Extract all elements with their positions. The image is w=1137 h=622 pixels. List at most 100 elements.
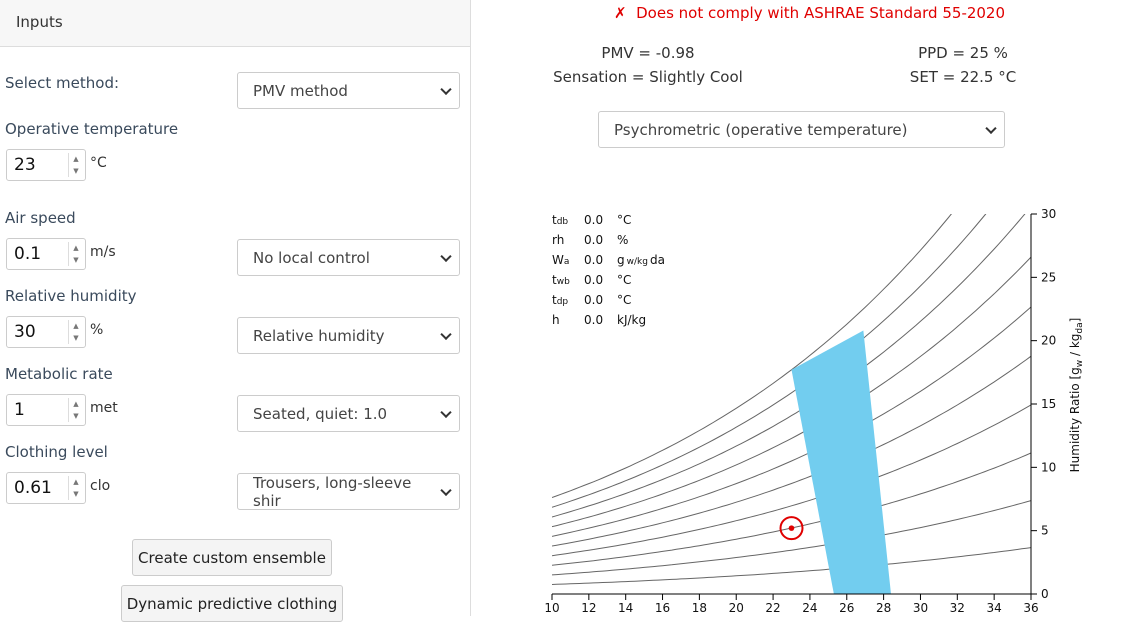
x-tick-label: 10 [544, 601, 559, 615]
hover-unit: °C [617, 213, 631, 227]
hover-label: h [552, 313, 560, 327]
select-value: Relative humidity [253, 326, 385, 345]
x-tick-label: 16 [655, 601, 670, 615]
y-tick-label: 10 [1041, 460, 1056, 474]
x-tick-label: 36 [1023, 601, 1038, 615]
input-value: 0.1 [14, 244, 42, 264]
x-tick-label: 26 [839, 601, 854, 615]
number-input[interactable]: 0.61 ▲ ▼ [6, 472, 86, 504]
hover-value: 0.0 [584, 213, 603, 227]
chart-select[interactable]: Psychrometric (operative temperature) [598, 111, 1005, 148]
y-label-part: / kg [1068, 334, 1082, 360]
panel-header [0, 0, 470, 47]
unit: met [90, 400, 118, 416]
y-axis-label: Humidity Ratio [gw / kgda] [1068, 318, 1085, 473]
rh-curve [552, 547, 1031, 585]
sensation: Sensation = Slightly Cool [553, 68, 743, 86]
input-value: 1 [14, 400, 25, 420]
spinner[interactable]: ▲ ▼ [68, 153, 83, 177]
panel-border [470, 0, 471, 616]
x-tick-label: 34 [987, 601, 1002, 615]
y-tick-label: 25 [1041, 270, 1056, 284]
status-icon: ✗ [614, 4, 627, 22]
y-tick-label: 0 [1041, 587, 1049, 601]
hover-sub: wb [557, 277, 570, 287]
unit: % [90, 322, 104, 338]
y-label-part: da [1075, 322, 1085, 333]
field-label: Clothing level [5, 443, 108, 461]
x-tick-label: 32 [950, 601, 965, 615]
status-text: Does not comply with ASHRAE Standard 55-… [636, 4, 1006, 22]
y-tick-label: 15 [1041, 397, 1056, 411]
hover-label: tdb [552, 213, 568, 227]
select[interactable]: No local control [237, 239, 460, 276]
ppd: PPD = 25 % [918, 44, 1008, 62]
hover-unit: % [617, 233, 628, 247]
number-input[interactable]: 1 ▲ ▼ [6, 394, 86, 426]
number-input[interactable]: 0.1 ▲ ▼ [6, 238, 86, 270]
select-value: PMV method [253, 81, 348, 100]
x-tick-label: 24 [802, 601, 817, 615]
rh-curve [552, 256, 1031, 528]
y-label-part: w [1075, 360, 1085, 367]
button[interactable]: Create custom ensemble [132, 539, 332, 576]
spinner[interactable]: ▲ ▼ [68, 242, 83, 266]
select[interactable]: Relative humidity [237, 317, 460, 354]
hover-label: tdp [552, 293, 568, 307]
comfort-zone [791, 330, 891, 594]
hover-value: 0.0 [584, 253, 603, 267]
hover-sub: dp [557, 297, 569, 307]
input-value: 30 [14, 322, 36, 342]
hover-unit-part: da [650, 253, 665, 267]
hover-unit: g w/kg da [617, 253, 665, 267]
select-value: No local control [253, 248, 370, 267]
number-input[interactable]: 23 ▲ ▼ [6, 149, 86, 181]
x-tick-label: 18 [692, 601, 707, 615]
spinner[interactable]: ▲ ▼ [68, 320, 83, 344]
x-tick-label: 22 [765, 601, 780, 615]
spinner[interactable]: ▲ ▼ [68, 398, 83, 422]
unit: °C [90, 155, 107, 171]
field-label: Air speed [5, 209, 76, 227]
rh-curve [552, 306, 1031, 537]
hover-value: 0.0 [584, 233, 603, 247]
hover-value: 0.0 [584, 273, 603, 287]
hover-unit: °C [617, 273, 631, 287]
point [788, 525, 795, 531]
point-ring [779, 516, 804, 541]
y-tick-label: 20 [1041, 334, 1056, 348]
select-value: Seated, quiet: 1.0 [253, 404, 388, 423]
hover-symbol: t [552, 293, 557, 307]
hover-value: 0.0 [584, 313, 603, 327]
rh-curve [552, 214, 987, 508]
select[interactable]: Trousers, long-sleeve shir [237, 473, 460, 510]
spinner[interactable]: ▲ ▼ [68, 476, 83, 500]
hover-symbol: h [552, 313, 560, 327]
input-value: 23 [14, 155, 36, 175]
select[interactable]: Seated, quiet: 1.0 [237, 395, 460, 432]
input-value: 0.61 [14, 478, 52, 498]
rh-curve [552, 355, 1031, 547]
select-value: Psychrometric (operative temperature) [614, 120, 908, 139]
field-label: Metabolic rate [5, 365, 113, 383]
y-tick-label: 30 [1041, 207, 1056, 221]
hover-label: Wa [552, 253, 569, 267]
number-input[interactable]: 30 ▲ ▼ [6, 316, 86, 348]
method-label: Select method: [5, 74, 120, 92]
hover-unit-part: °C [617, 213, 631, 227]
hover-unit-part: kJ/kg [617, 313, 646, 327]
hover-unit: °C [617, 293, 631, 307]
hover-unit-part: °C [617, 273, 631, 287]
status: ✗ Does not comply with ASHRAE Standard 5… [614, 4, 1005, 22]
hover-symbol: rh [552, 233, 564, 247]
method-select[interactable]: PMV method [237, 72, 460, 109]
x-tick-label: 12 [581, 601, 596, 615]
hover-label: twb [552, 273, 570, 287]
select-value: Trousers, long-sleeve shir [253, 473, 412, 510]
rh-curve [552, 404, 1031, 557]
hover-symbol: W [552, 253, 564, 267]
unit: m/s [90, 244, 116, 260]
hover-unit: kJ/kg [617, 313, 646, 327]
